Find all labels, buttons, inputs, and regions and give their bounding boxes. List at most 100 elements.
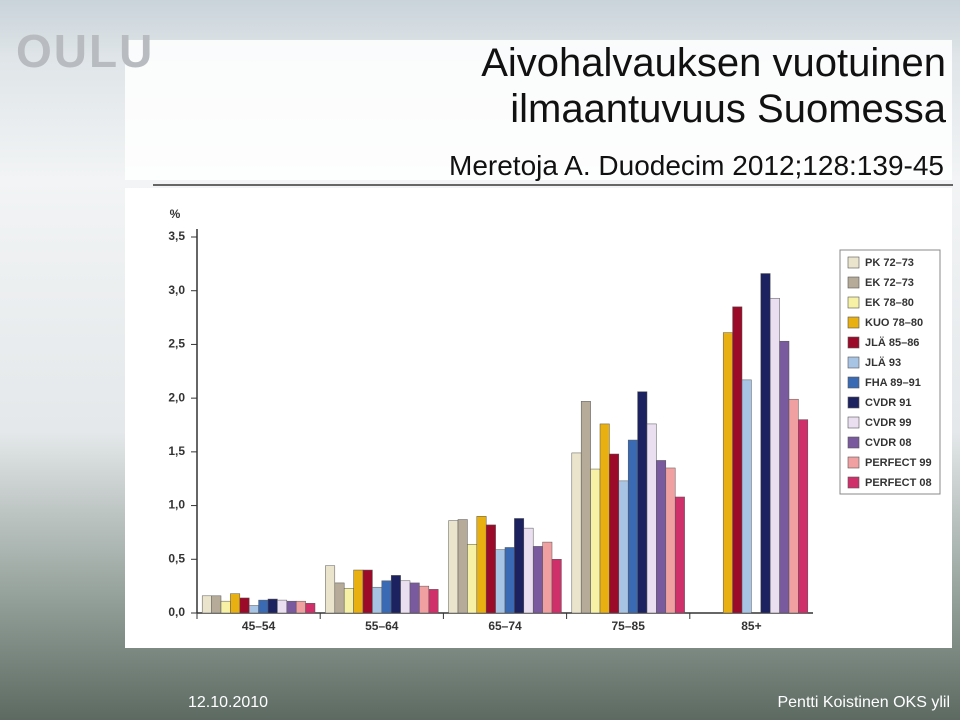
bar xyxy=(590,468,601,614)
bar xyxy=(779,340,790,614)
legend-swatch xyxy=(847,476,860,489)
bar xyxy=(325,565,336,614)
bar xyxy=(542,541,553,614)
bar xyxy=(390,575,401,614)
bar xyxy=(571,452,582,614)
legend-label: CVDR 99 xyxy=(865,417,911,429)
legend-swatch xyxy=(847,316,860,329)
y-axis-label: % xyxy=(170,207,181,221)
legend-swatch xyxy=(847,276,860,289)
bar xyxy=(248,605,259,614)
x-tick-label: 55–64 xyxy=(365,619,399,633)
chart: % 0,0 0,5 1,0 1,5 2,0 2,5 3,0 3,5 45–54 55–64 65–7… xyxy=(125,188,952,648)
legend-label: PERFECT 99 xyxy=(865,457,932,469)
title-band xyxy=(125,40,952,180)
bar xyxy=(267,598,278,614)
legend-label: CVDR 08 xyxy=(865,437,911,449)
bar xyxy=(220,600,231,614)
bar xyxy=(788,398,799,614)
bar xyxy=(419,585,430,614)
bar xyxy=(674,496,685,614)
legend-swatch xyxy=(847,256,860,269)
bar xyxy=(495,549,506,614)
y-tick-label: 2,5 xyxy=(168,337,185,351)
bar xyxy=(665,467,676,614)
bar xyxy=(362,569,373,614)
y-tick-label: 1,0 xyxy=(168,498,185,512)
x-tick-label: 45–54 xyxy=(242,619,276,633)
legend-swatch xyxy=(847,356,860,369)
legend-swatch xyxy=(847,436,860,449)
legend-label: PK 72–73 xyxy=(865,257,914,269)
bar xyxy=(467,543,478,614)
slide-subtitle: Meretoja A. Duodecim 2012;128:139-45 xyxy=(449,150,944,181)
bar xyxy=(514,518,525,614)
bar xyxy=(305,603,316,614)
bar xyxy=(741,379,752,614)
bar xyxy=(211,595,222,614)
bar xyxy=(448,520,459,614)
bar xyxy=(353,569,364,614)
x-tick-label: 75–85 xyxy=(612,619,646,633)
legend-swatch xyxy=(847,416,860,429)
bar xyxy=(286,600,297,614)
legend-swatch xyxy=(847,396,860,409)
y-tick-label: 2,0 xyxy=(168,390,185,404)
bar xyxy=(334,582,345,614)
bar xyxy=(372,586,383,614)
legend-label: JLÄ 93 xyxy=(865,356,901,369)
legend-label: EK 78–80 xyxy=(865,297,914,309)
logo: OULU xyxy=(16,25,155,77)
y-tick-label: 0,5 xyxy=(168,551,185,565)
bar xyxy=(722,332,733,614)
bar xyxy=(618,480,629,614)
legend-label: CVDR 91 xyxy=(865,397,911,409)
bar xyxy=(609,453,620,614)
bar xyxy=(295,600,306,614)
y-tick-label: 1,5 xyxy=(168,444,185,458)
x-tick-label: 85+ xyxy=(741,619,761,633)
y-tick-label: 0,0 xyxy=(168,605,185,619)
bar xyxy=(627,439,638,614)
legend-swatch xyxy=(847,456,860,469)
bar xyxy=(551,559,562,614)
bar xyxy=(428,589,439,614)
rule xyxy=(153,184,953,186)
bar xyxy=(637,391,648,614)
legend-label: FHA 89–91 xyxy=(865,377,921,389)
bar xyxy=(580,401,591,614)
legend-label: KUO 78–80 xyxy=(865,317,923,329)
footer-date: 12.10.2010 xyxy=(188,694,269,711)
bar xyxy=(656,460,667,614)
legend-label: PERFECT 08 xyxy=(865,477,932,489)
bar xyxy=(599,423,610,614)
bar xyxy=(476,516,487,614)
legend-swatch xyxy=(847,336,860,349)
y-tick-label: 3,5 xyxy=(168,229,185,243)
bar xyxy=(277,599,288,614)
bar xyxy=(409,582,420,614)
legend-label: JLÄ 85–86 xyxy=(865,336,919,349)
bar xyxy=(769,297,780,614)
bar xyxy=(504,547,515,614)
bar xyxy=(457,519,468,614)
bar xyxy=(532,546,543,614)
bar xyxy=(400,580,411,614)
bar xyxy=(485,524,496,614)
slide-title: Aivohalvauksen vuotuinen ilmaantuvuus Su… xyxy=(481,41,946,131)
bar xyxy=(646,423,657,614)
legend-swatch xyxy=(847,296,860,309)
bar xyxy=(381,580,392,614)
footer-author: Pentti Koistinen OKS ylil xyxy=(777,694,950,711)
bar xyxy=(201,595,212,614)
bar xyxy=(523,527,534,614)
bar xyxy=(230,593,241,614)
bar xyxy=(343,588,354,614)
bar xyxy=(239,597,250,614)
bar xyxy=(732,306,743,614)
legend-box xyxy=(839,249,941,495)
legend-swatch xyxy=(847,376,860,389)
bar xyxy=(258,599,269,614)
y-tick-label: 3,0 xyxy=(168,283,185,297)
